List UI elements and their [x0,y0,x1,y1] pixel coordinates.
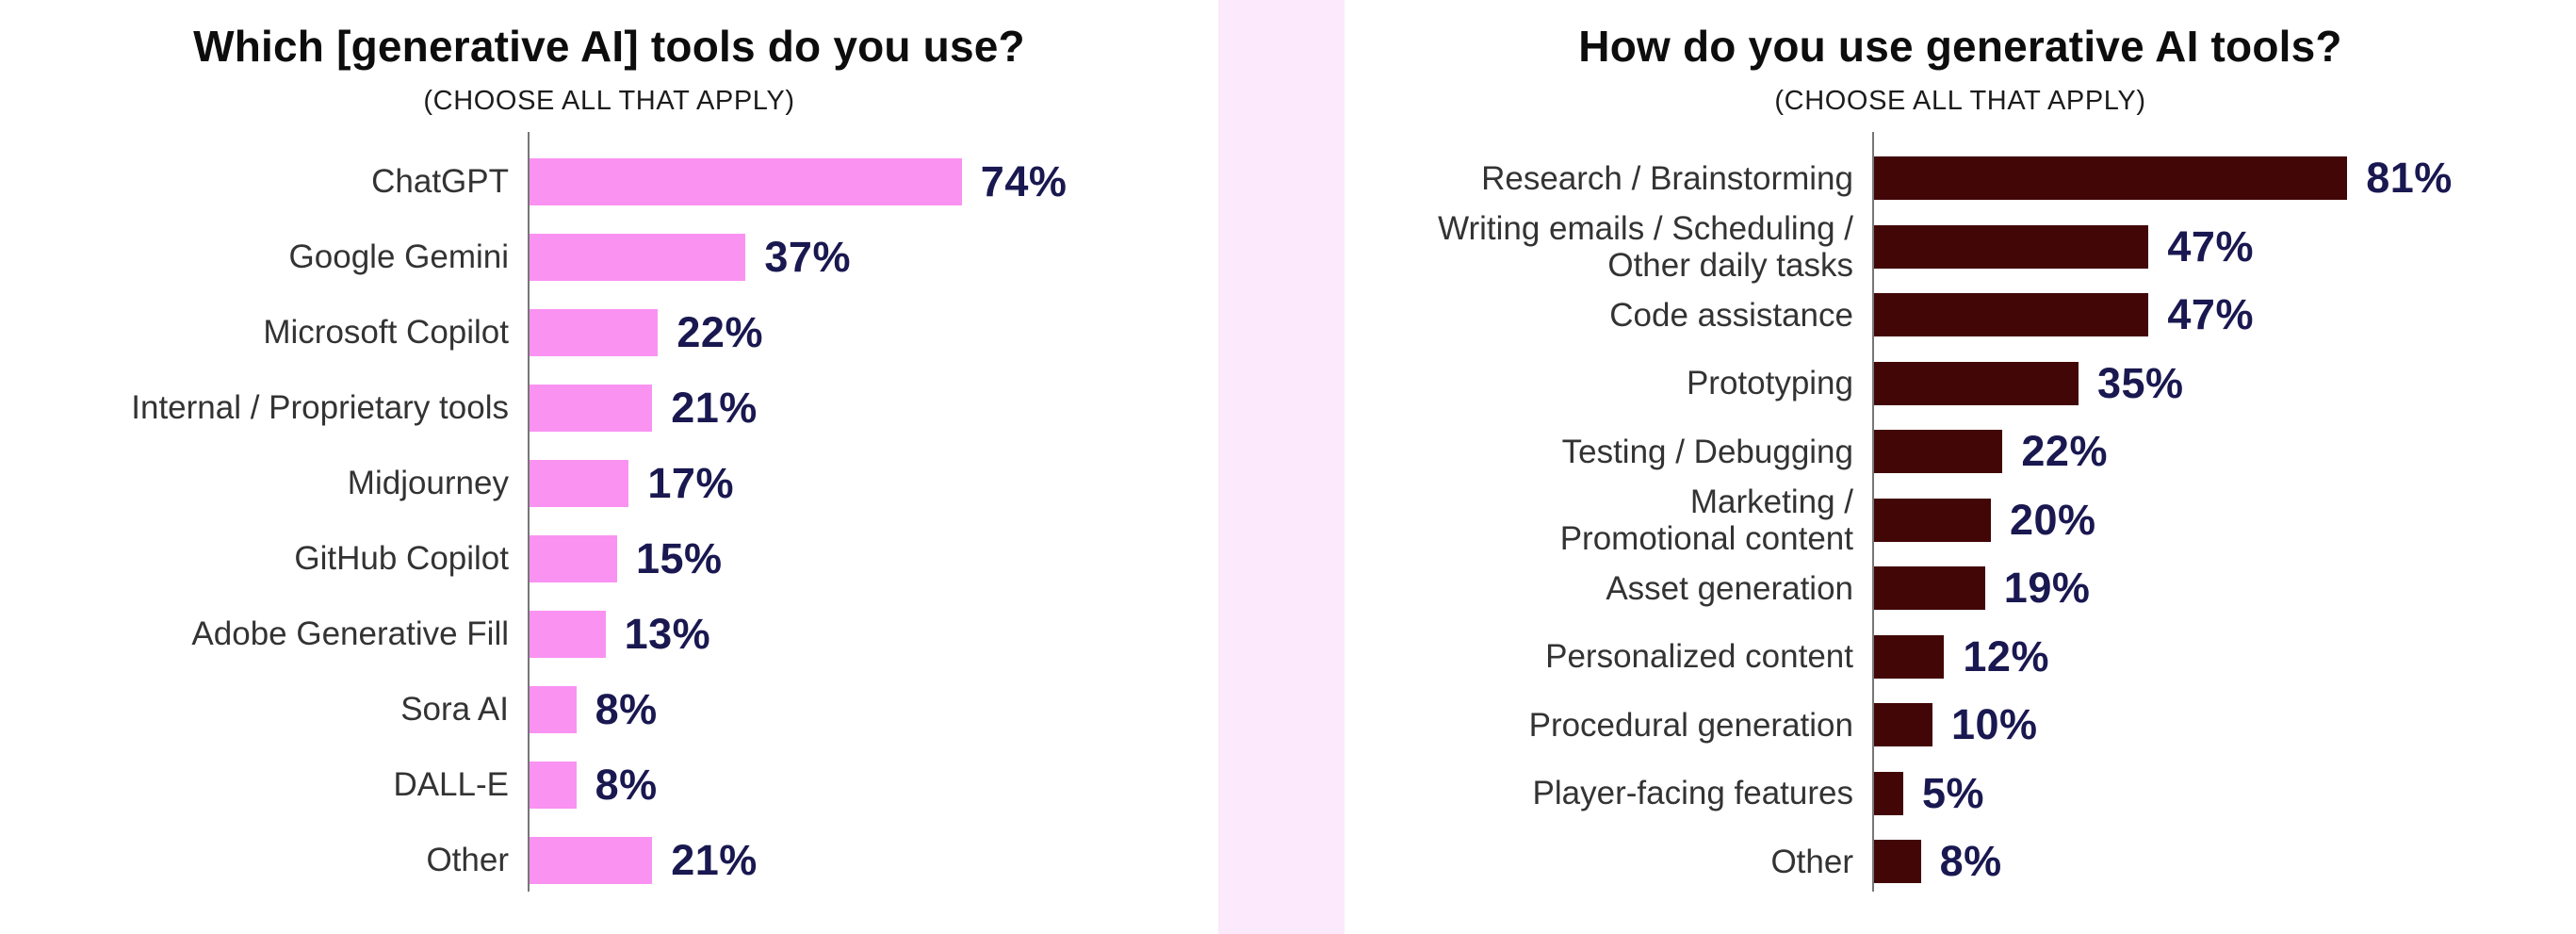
y-axis-line [1872,132,1874,892]
value-label: 15% [636,534,723,582]
chart-row: Sora AI 8% [0,672,1218,747]
chart-row: Writing emails / Scheduling / Other dail… [1345,209,2576,284]
bar [1874,224,2149,269]
value-label: 47% [2167,290,2254,339]
chart-row: Adobe Generative Fill 13% [0,597,1218,672]
category-label: Marketing / Promotional content [1559,483,1853,557]
bar [1874,293,2149,337]
chart-row: Google Gemini 37% [0,220,1218,295]
category-label: Prototyping [1686,365,1853,402]
category-label: Asset generation [1606,569,1853,607]
category-label: Personalized content [1545,638,1853,676]
value-label: 8% [1939,837,2002,886]
chart-row: Personalized content 12% [1345,623,2576,692]
category-label: Other [426,842,509,879]
chart-ai-tool-usage: How do you use generative AI tools? (CHO… [1345,0,2576,934]
value-label: 22% [2021,427,2108,476]
chart-title: How do you use generative AI tools? [1578,22,2342,71]
chart-row: Midjourney 17% [0,446,1218,521]
value-label: 35% [2097,358,2184,407]
value-label: 5% [1922,768,1985,817]
value-label: 19% [2003,564,2091,613]
category-label: Google Gemini [288,238,509,276]
value-label: 81% [2366,154,2453,203]
chart-row: ChatGPT 74% [0,144,1218,220]
bar-rows: ChatGPT 74% Google Gemini 37% Microsoft Copi… [0,144,1218,898]
bar [1874,840,1921,884]
category-label: Other [1770,843,1853,880]
category-label: Code assistance [1609,296,1853,334]
chart-row: GitHub Copilot 15% [0,521,1218,597]
bar [1874,361,2079,405]
value-label: 37% [764,233,851,281]
chart-row: Testing / Debugging 22% [1345,418,2576,486]
bar [530,837,653,884]
chart-subtitle: (CHOOSE ALL THAT APPLY) [423,86,795,116]
category-label: Adobe Generative Fill [191,615,509,653]
category-label: Sora AI [400,691,509,729]
category-label: Research / Brainstorming [1481,159,1853,197]
bar [1874,771,1903,815]
category-label: Midjourney [347,465,509,502]
category-label: GitHub Copilot [294,540,509,578]
category-label: Writing emails / Scheduling / Other dail… [1438,209,1853,284]
chart-row: Procedural generation 10% [1345,691,2576,760]
value-label: 22% [677,308,763,356]
chart-row: Marketing / Promotional content 20% [1345,483,2576,557]
category-label: Microsoft Copilot [263,314,509,352]
chart-row: Other 21% [0,823,1218,898]
bar [530,686,577,733]
bar [1874,566,1985,611]
bar [1874,703,1932,747]
chart-row: Internal / Proprietary tools 21% [0,370,1218,446]
chart-subtitle: (CHOOSE ALL THAT APPLY) [1774,86,2146,116]
bar [530,762,577,809]
bar-rows: Research / Brainstorming 81% Writing email… [1345,144,2576,896]
value-label: 17% [647,459,734,507]
chart-row: Microsoft Copilot 22% [0,295,1218,370]
chart-row: Code assistance 47% [1345,281,2576,350]
chart-ai-tools-used: Which [generative AI] tools do you use? … [0,0,1218,934]
category-label: ChatGPT [371,163,509,201]
bar [530,158,962,205]
chart-row: Other 8% [1345,827,2576,896]
bar [1874,498,1991,542]
value-label: 8% [595,685,658,733]
bar [530,535,617,582]
category-label: Testing / Debugging [1561,433,1853,470]
value-label: 21% [671,836,758,884]
bar [530,385,653,432]
value-label: 47% [2167,221,2254,270]
value-label: 20% [2010,495,2096,544]
value-label: 13% [624,610,711,658]
bar [1874,634,1945,679]
bar [530,460,629,507]
chart-row: DALL-E 8% [0,747,1218,823]
value-label: 21% [671,384,758,432]
bar [530,309,659,356]
bar [1874,156,2348,201]
chart-row: Asset generation 19% [1345,554,2576,623]
chart-row: Prototyping 35% [1345,350,2576,418]
bar [530,234,746,281]
value-label: 8% [595,761,658,809]
chart-row: Player-facing features 5% [1345,760,2576,828]
category-label: Procedural generation [1528,706,1853,744]
bar [530,611,606,658]
bar [1874,430,2003,474]
chart-row: Research / Brainstorming 81% [1345,144,2576,213]
value-label: 10% [1951,700,2038,749]
value-label: 74% [980,157,1068,205]
chart-title: Which [generative AI] tools do you use? [193,22,1025,71]
category-label: Internal / Proprietary tools [131,389,509,427]
category-label: DALL-E [393,766,509,804]
value-label: 12% [1963,631,2049,680]
y-axis-line [528,132,530,892]
category-label: Player-facing features [1532,775,1853,812]
divider-strip [1218,0,1345,934]
